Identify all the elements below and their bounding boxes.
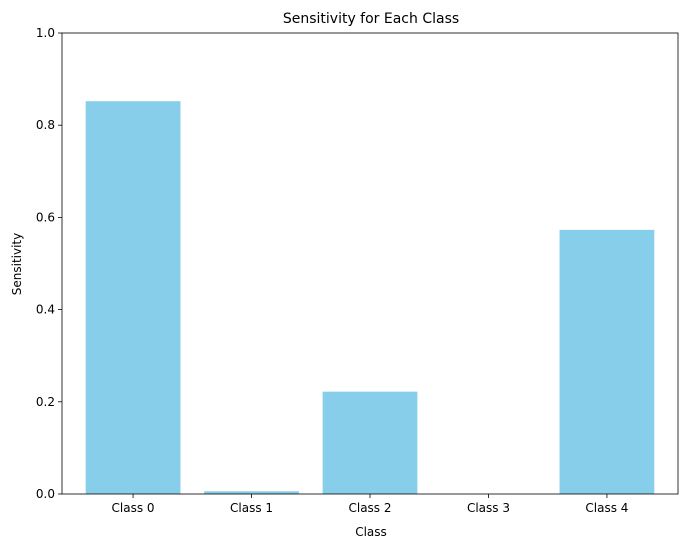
bar-class-1 <box>204 491 299 494</box>
y-tick-label: 1.0 <box>36 26 55 40</box>
chart-title: Sensitivity for Each Class <box>283 11 459 27</box>
x-tick-label: Class 1 <box>230 501 273 515</box>
y-tick-label: 0.2 <box>36 395 55 409</box>
x-tick-label: Class 2 <box>348 501 391 515</box>
axes-layer: Class 0 Class 1 Class 2 Class 3 Class 4 0.0 0.… <box>36 26 679 515</box>
x-tick-label: Class 0 <box>112 501 155 515</box>
bar-class-4 <box>559 229 655 495</box>
bar-class-0 <box>85 101 181 494</box>
x-tick-label: Class 4 <box>585 501 628 515</box>
bars-layer <box>85 101 655 495</box>
y-tick-label: 0.6 <box>36 210 55 224</box>
bar-class-2 <box>322 391 418 494</box>
x-axis-label: Class <box>355 525 387 539</box>
y-tick-label: 0.0 <box>36 487 55 501</box>
y-tick-label: 0.8 <box>36 118 55 132</box>
x-tick-label: Class 3 <box>467 501 510 515</box>
y-axis-label: Sensitivity <box>10 233 24 295</box>
y-tick-label: 0.4 <box>36 303 55 317</box>
